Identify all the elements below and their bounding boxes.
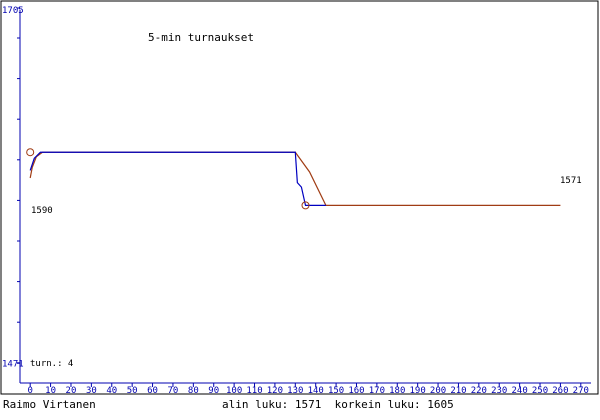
x-tick-label: 90 [208,386,219,396]
x-tick-label: 50 [127,386,138,396]
x-tick-label: 260 [552,386,568,396]
x-tick-label: 150 [328,386,344,396]
x-tick-label: 180 [389,386,405,396]
footer-left: Raimo Virtanen [3,398,96,411]
x-tick-label: 130 [287,386,303,396]
marker [26,148,35,157]
y-tick-label: 1705 [2,6,24,16]
chart-title: 5-min turnaukset [148,31,254,44]
x-tick-label: 60 [147,386,158,396]
footer-right: alin luku: 1571 korkein luku: 1605 [222,398,454,411]
x-tick-label: 270 [573,386,589,396]
x-tick-label: 20 [66,386,77,396]
x-tick-label: 190 [410,386,426,396]
x-tick-label: 170 [369,386,385,396]
marker [301,201,310,210]
series-line [29,151,326,206]
x-tick-label: 220 [471,386,487,396]
x-tick-label: 250 [532,386,548,396]
annotation: 1590 [31,206,53,216]
x-tick-label: 140 [308,386,324,396]
x-tick-label: 0 [27,386,32,396]
x-tick-label: 210 [450,386,466,396]
x-tick-label: 100 [226,386,242,396]
x-tick-label: 120 [267,386,283,396]
x-tick-label: 240 [511,386,527,396]
x-tick-label: 10 [45,386,56,396]
x-tick-label: 80 [188,386,199,396]
x-tick-label: 40 [106,386,117,396]
x-tick-label: 160 [348,386,364,396]
frame [0,0,599,395]
x-tick-label: 30 [86,386,97,396]
annotation: 1571 [560,176,582,186]
x-tick-label: 110 [246,386,262,396]
x-tick-label: 230 [491,386,507,396]
annotation: turn.: 4 [30,359,73,369]
y-tick-label: 1471 [2,359,24,369]
x-tick-label: 70 [168,386,179,396]
x-tick-label: 200 [430,386,446,396]
